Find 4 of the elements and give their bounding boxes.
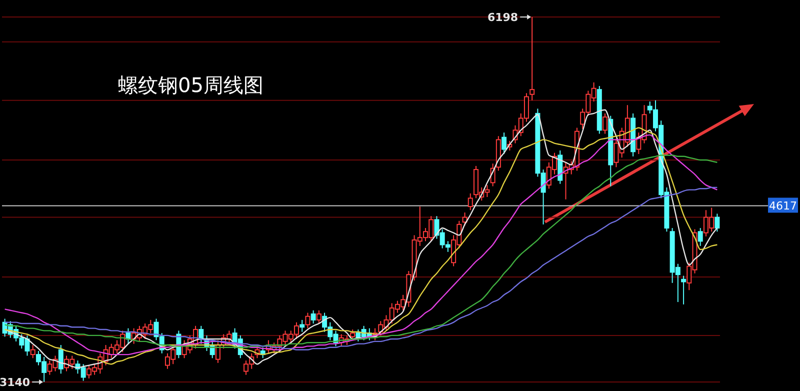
text: 螺纹钢05周线图 — [118, 72, 264, 99]
annotation: 6198 — [487, 11, 518, 24]
ref-line-label: 4617 — [769, 200, 797, 213]
annotation: 3140 — [0, 376, 30, 389]
